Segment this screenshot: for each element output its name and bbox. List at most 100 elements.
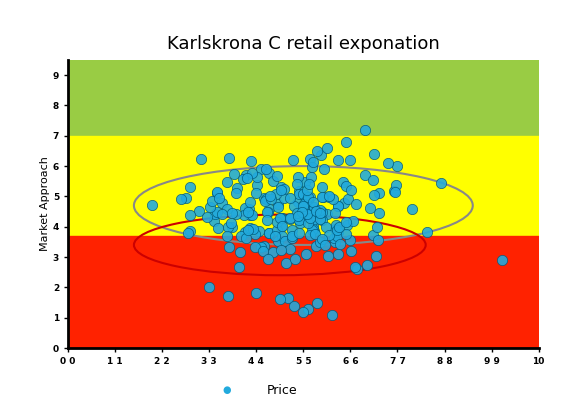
Bar: [68, 60, 539, 136]
Point: [242, 172, 251, 178]
Point: [293, 210, 302, 216]
Point: [242, 175, 251, 182]
Point: [340, 200, 349, 206]
Point: [251, 190, 260, 196]
Point: [261, 196, 270, 202]
Point: [299, 213, 308, 219]
Point: [286, 215, 295, 222]
Point: [245, 225, 254, 231]
Point: [342, 221, 352, 228]
Point: [185, 212, 194, 218]
Point: [310, 231, 319, 237]
Point: [322, 145, 331, 151]
Point: [308, 198, 317, 205]
Point: [287, 226, 297, 233]
Point: [239, 176, 248, 182]
Point: [334, 250, 343, 257]
Title: Karlskrona C retail exponation: Karlskrona C retail exponation: [167, 35, 440, 53]
Point: [213, 209, 222, 215]
Point: [316, 152, 325, 158]
Point: [391, 182, 400, 188]
Point: [303, 220, 312, 226]
Point: [341, 139, 350, 145]
Point: [257, 166, 266, 172]
Point: [302, 187, 311, 193]
Point: [331, 239, 340, 246]
Point: [306, 207, 315, 213]
Point: [272, 219, 281, 225]
Point: [352, 266, 361, 272]
Point: [315, 210, 324, 216]
Point: [295, 220, 304, 226]
Point: [247, 212, 256, 218]
Point: [334, 203, 343, 209]
Point: [226, 220, 235, 226]
Point: [230, 170, 239, 177]
Point: [333, 156, 342, 163]
Point: [302, 210, 311, 217]
Point: [345, 237, 354, 243]
Point: [373, 237, 382, 244]
Point: [346, 248, 356, 255]
Point: [301, 251, 310, 257]
Point: [302, 198, 311, 204]
Point: [303, 305, 312, 312]
Point: [186, 228, 195, 235]
Point: [212, 189, 221, 196]
Point: [186, 184, 195, 190]
Point: [262, 217, 271, 223]
Point: [313, 148, 322, 154]
Point: [289, 157, 298, 163]
Point: [306, 215, 315, 222]
Point: [277, 224, 286, 230]
Point: [277, 215, 286, 221]
Point: [210, 211, 219, 217]
Point: [246, 158, 255, 164]
Point: [312, 208, 321, 214]
Point: [294, 213, 303, 219]
Point: [240, 228, 249, 235]
Point: [276, 296, 285, 303]
Point: [196, 156, 205, 162]
Point: [223, 293, 232, 300]
Point: [299, 201, 308, 208]
Point: [373, 224, 382, 230]
Point: [232, 189, 241, 196]
Point: [183, 230, 192, 236]
Point: [332, 232, 341, 239]
Point: [285, 215, 294, 222]
Point: [341, 218, 350, 225]
Point: [348, 218, 357, 224]
Point: [147, 202, 156, 209]
Point: [369, 192, 378, 198]
Point: [339, 178, 348, 185]
Point: [277, 183, 286, 190]
Point: [498, 257, 507, 263]
Point: [223, 233, 232, 239]
Point: [303, 211, 312, 217]
Point: [320, 166, 329, 172]
Point: [232, 185, 241, 191]
Y-axis label: Market Approach: Market Approach: [40, 156, 50, 252]
Point: [307, 227, 316, 233]
Point: [315, 216, 324, 222]
Point: [265, 193, 274, 200]
Point: [240, 205, 249, 212]
Point: [317, 217, 326, 223]
Point: [271, 232, 280, 239]
Point: [323, 252, 332, 259]
Point: [208, 198, 217, 204]
Point: [346, 157, 355, 163]
Point: [251, 231, 260, 238]
Point: [342, 183, 351, 190]
Point: [299, 191, 308, 198]
Point: [272, 173, 281, 179]
Point: [244, 206, 253, 213]
Point: [288, 234, 297, 241]
Point: [277, 214, 286, 221]
Point: [351, 201, 360, 207]
Point: [324, 194, 333, 200]
Point: [268, 178, 277, 184]
Point: [346, 186, 356, 193]
Point: [309, 217, 318, 223]
